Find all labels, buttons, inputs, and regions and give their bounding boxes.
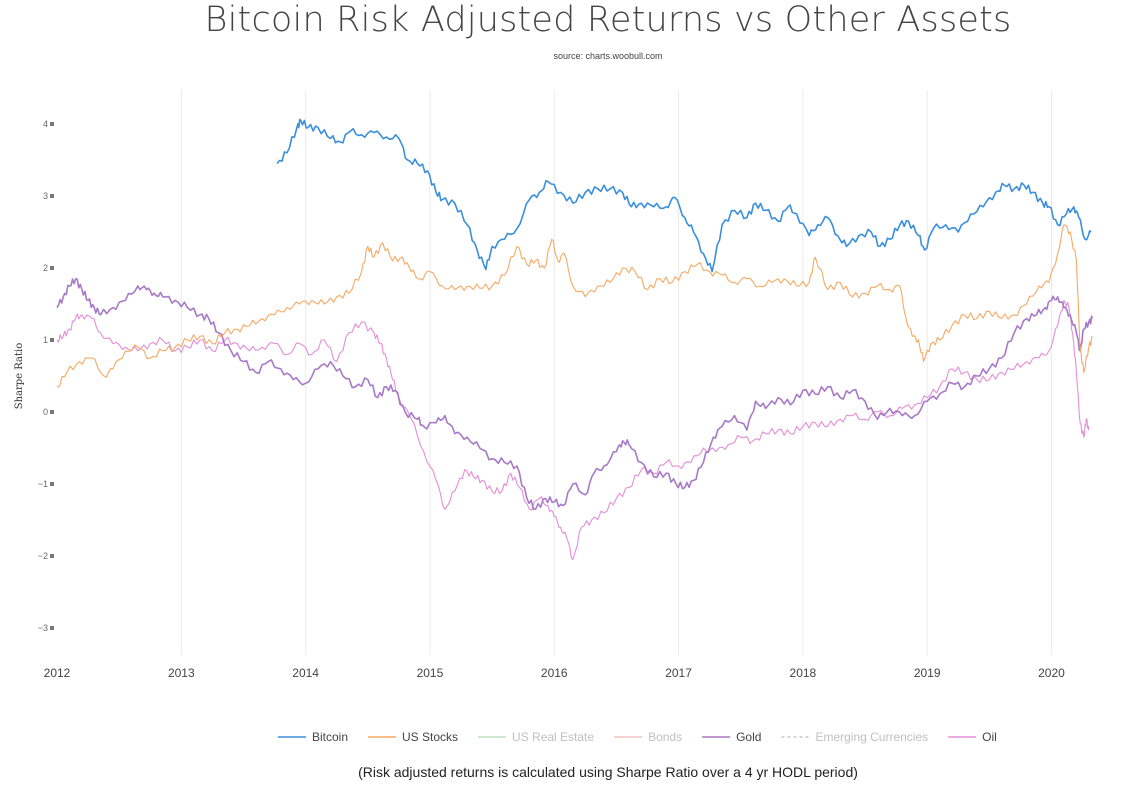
x-tick-2016: 2016 bbox=[541, 666, 568, 680]
legend-label: Bonds bbox=[648, 730, 682, 744]
legend-item-emerging-currencies[interactable]: Emerging Currencies bbox=[781, 730, 928, 744]
y-tick-mark bbox=[50, 626, 54, 630]
x-tick-2014: 2014 bbox=[292, 666, 319, 680]
legend-item-oil[interactable]: Oil bbox=[948, 730, 997, 744]
y-tick-mark bbox=[50, 194, 54, 198]
x-tick-2015: 2015 bbox=[417, 666, 444, 680]
legend-label: Gold bbox=[736, 730, 761, 744]
y-tick--3: −3 bbox=[38, 623, 48, 633]
y-axis-label: Sharpe Ratio bbox=[14, 343, 25, 410]
legend-label: Emerging Currencies bbox=[815, 730, 928, 744]
legend-item-us-real-estate[interactable]: US Real Estate bbox=[478, 730, 594, 744]
series-lines bbox=[56, 118, 1094, 561]
y-tick-1: 1 bbox=[43, 335, 48, 345]
y-tick--1: −1 bbox=[38, 479, 48, 489]
y-tick-mark bbox=[50, 266, 54, 270]
y-tick-mark bbox=[50, 410, 54, 414]
legend-label: US Stocks bbox=[402, 730, 458, 744]
legend-label: US Real Estate bbox=[512, 730, 594, 744]
legend-label: Oil bbox=[982, 730, 997, 744]
y-tick-2: 2 bbox=[43, 263, 48, 273]
y-tick-mark bbox=[50, 122, 54, 126]
x-tick-2012: 2012 bbox=[44, 666, 71, 680]
x-tick-2018: 2018 bbox=[790, 666, 817, 680]
y-tick-mark bbox=[50, 482, 54, 486]
y-tick--2: −2 bbox=[38, 551, 48, 561]
series-line-us-stocks[interactable] bbox=[56, 224, 1093, 388]
legend-item-us-stocks[interactable]: US Stocks bbox=[368, 730, 458, 744]
chart-subtitle: source: charts.woobull.com bbox=[553, 51, 663, 61]
vertical-gridlines bbox=[180, 90, 1052, 655]
legend-label: Bitcoin bbox=[312, 730, 348, 744]
y-tick-mark bbox=[50, 554, 54, 558]
x-tick-2017: 2017 bbox=[665, 666, 692, 680]
x-tick-2020: 2020 bbox=[1038, 666, 1065, 680]
series-line-bitcoin[interactable] bbox=[276, 118, 1092, 273]
y-tick-3: 3 bbox=[43, 191, 48, 201]
legend-item-bonds[interactable]: Bonds bbox=[614, 730, 682, 744]
chart-svg: 4 3 2 1 0 −1 −2 −3 2012 2013 2014 2015 2016 2017 2018… bbox=[14, 90, 1094, 744]
y-axis-ticks: 4 3 2 1 0 −1 −2 −3 bbox=[38, 119, 54, 633]
x-tick-2013: 2013 bbox=[168, 666, 195, 680]
y-tick-mark bbox=[50, 338, 54, 342]
x-axis-ticks: 2012 2013 2014 2015 2016 2017 2018 2019 2020 bbox=[44, 666, 1066, 680]
x-tick-2019: 2019 bbox=[914, 666, 941, 680]
series-line-oil[interactable] bbox=[56, 299, 1090, 561]
legend[interactable]: Bitcoin US Stocks US Real Estate Bonds Gold E… bbox=[278, 730, 997, 744]
y-tick-0: 0 bbox=[43, 407, 48, 417]
legend-item-bitcoin[interactable]: Bitcoin bbox=[278, 730, 348, 744]
legend-item-gold[interactable]: Gold bbox=[702, 730, 761, 744]
chart-title: Bitcoin Risk Adjusted Returns vs Other A… bbox=[204, 0, 1012, 40]
footnote: (Risk adjusted returns is calculated usi… bbox=[358, 764, 858, 780]
series-line-gold[interactable] bbox=[56, 278, 1094, 510]
y-tick-4: 4 bbox=[43, 119, 48, 129]
